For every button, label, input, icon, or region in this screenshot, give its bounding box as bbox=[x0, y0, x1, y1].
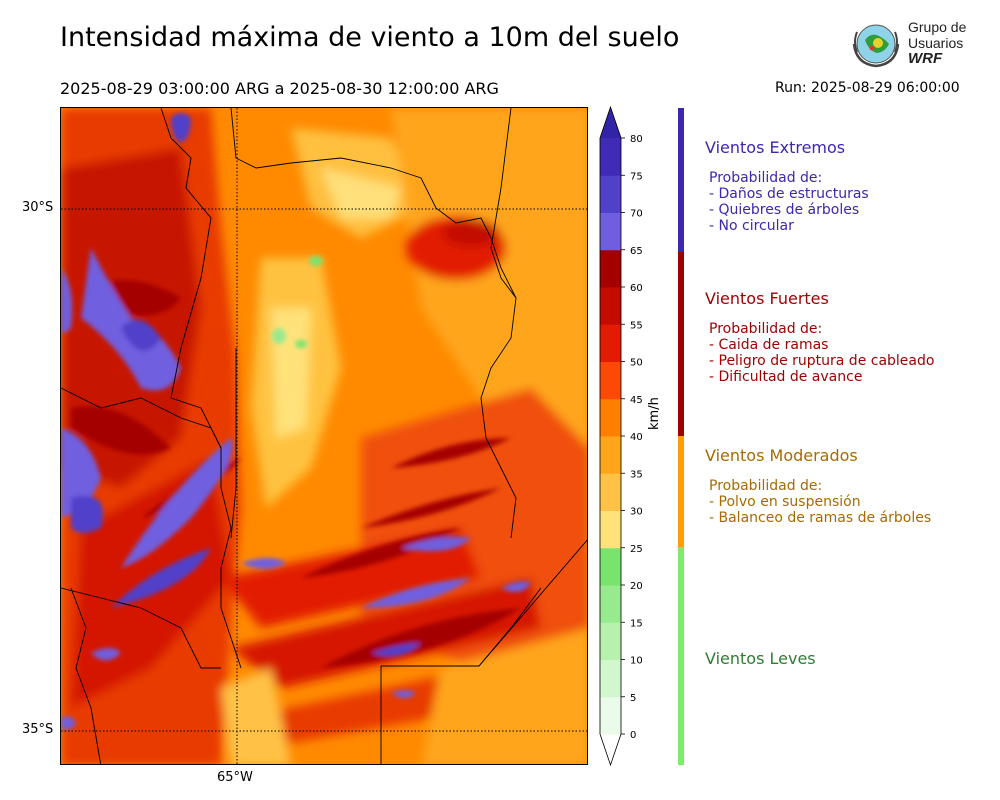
category-name: Vientos Fuertes bbox=[705, 289, 829, 308]
category-item: - Daños de estructuras bbox=[709, 186, 869, 202]
category-item: - Dificultad de avance bbox=[709, 369, 863, 385]
colorbar-segment bbox=[600, 547, 621, 586]
colorbar-tick-label: 80 bbox=[630, 134, 643, 145]
category-item: - Peligro de ruptura de cableado bbox=[709, 353, 935, 369]
logo-line-3: WRF bbox=[908, 50, 943, 67]
extremos-bar bbox=[678, 108, 684, 252]
category-heading: Probabilidad de: bbox=[709, 321, 823, 337]
colorbar-segment bbox=[600, 585, 621, 623]
colorbar-segment bbox=[600, 249, 621, 288]
category-item: - Polvo en suspensión bbox=[709, 494, 861, 510]
category-fuertes: Vientos Fuertes Probabilidad de: - Caida… bbox=[705, 289, 934, 385]
colorbar-tick-label: 65 bbox=[630, 246, 643, 257]
category-heading: Probabilidad de: bbox=[709, 478, 823, 494]
run-time: Run: 2025-08-29 06:00:00 bbox=[775, 80, 960, 96]
colorbar-segment bbox=[600, 473, 621, 511]
colorbar-segment bbox=[600, 324, 621, 362]
colorbar-segment bbox=[600, 659, 621, 698]
grupo-usuarios-wrf-logo: Grupo de Usuarios WRF bbox=[848, 18, 973, 70]
category-item: - Quiebres de árboles bbox=[709, 202, 860, 218]
colorbar-unit: km/h bbox=[647, 397, 662, 430]
colorbar-tick-label: 50 bbox=[630, 358, 643, 369]
colorbar-ticks: 0 5 10 15 20 25 30 35 40 45 50 55 60 65 70 75 80 bbox=[621, 134, 643, 741]
colorbar-tick-label: 45 bbox=[630, 395, 643, 406]
colorbar-tick-label: 25 bbox=[630, 544, 643, 555]
colorbar-tick-label: 35 bbox=[630, 469, 643, 480]
lon-label-65w: 65°W bbox=[217, 770, 253, 785]
colorbar-segment bbox=[600, 398, 621, 437]
wind-map bbox=[60, 107, 588, 765]
lat-label-30s: 30°S bbox=[22, 200, 54, 215]
colorbar-segment bbox=[600, 510, 621, 549]
category-item: - Balanceo de ramas de árboles bbox=[709, 510, 932, 526]
colorbar-under-triangle bbox=[600, 734, 621, 765]
colorbar-over-triangle bbox=[600, 107, 621, 138]
fuertes-bar bbox=[678, 252, 684, 436]
forecast-period: 2025-08-29 03:00:00 ARG a 2025-08-30 12:… bbox=[60, 79, 499, 98]
colorbar-segment bbox=[600, 622, 621, 660]
colorbar-tick-label: 0 bbox=[630, 730, 636, 741]
colorbar-tick-label: 55 bbox=[630, 320, 643, 331]
colorbar-tick-label: 5 bbox=[630, 693, 636, 704]
colorbar-segment bbox=[600, 138, 621, 176]
category-item: - No circular bbox=[709, 218, 794, 234]
category-name: Vientos Leves bbox=[705, 649, 816, 668]
colorbar-segments bbox=[599, 106, 622, 767]
colorbar-tick-label: 40 bbox=[630, 432, 643, 443]
logo-line-2: Usuarios bbox=[908, 35, 964, 51]
category-heading: Probabilidad de: bbox=[709, 170, 823, 186]
colorbar-tick-label: 10 bbox=[630, 656, 643, 667]
colorbar-tick-label: 20 bbox=[630, 581, 643, 592]
colorbar-segment bbox=[600, 287, 621, 325]
colorbar-segment bbox=[600, 696, 621, 735]
colorbar-tick-label: 60 bbox=[630, 283, 643, 294]
moderados-bar bbox=[678, 436, 684, 547]
colorbar: 0 5 10 15 20 25 30 35 40 45 50 55 60 65 70 75 80 bbox=[599, 106, 643, 767]
category-name: Vientos Extremos bbox=[705, 138, 846, 157]
category-item: - Caida de ramas bbox=[709, 337, 829, 353]
colorbar-tick-label: 75 bbox=[630, 171, 643, 182]
globe-emblem-icon bbox=[852, 24, 900, 68]
category-extremos: Vientos Extremos Probabilidad de: - Daño… bbox=[705, 138, 869, 234]
colorbar-segment bbox=[600, 436, 621, 474]
lat-label-35s: 35°S bbox=[22, 722, 54, 737]
logo-line-1: Grupo de bbox=[908, 19, 967, 35]
colorbar-tick-label: 30 bbox=[630, 507, 643, 518]
colorbar-tick-label: 70 bbox=[630, 209, 643, 220]
category-leves: Vientos Leves bbox=[705, 649, 816, 668]
map-title: Intensidad máxima de viento a 10m del su… bbox=[60, 22, 680, 53]
colorbar-segment bbox=[600, 361, 621, 400]
category-moderados: Vientos Moderados Probabilidad de: - Pol… bbox=[705, 446, 931, 526]
category-name: Vientos Moderados bbox=[705, 446, 858, 465]
colorbar-tick-label: 15 bbox=[630, 618, 643, 629]
leves-bar bbox=[678, 547, 684, 765]
colorbar-segment bbox=[600, 212, 621, 251]
wind-field-svg bbox=[61, 108, 587, 764]
colorbar-segment bbox=[600, 175, 621, 213]
